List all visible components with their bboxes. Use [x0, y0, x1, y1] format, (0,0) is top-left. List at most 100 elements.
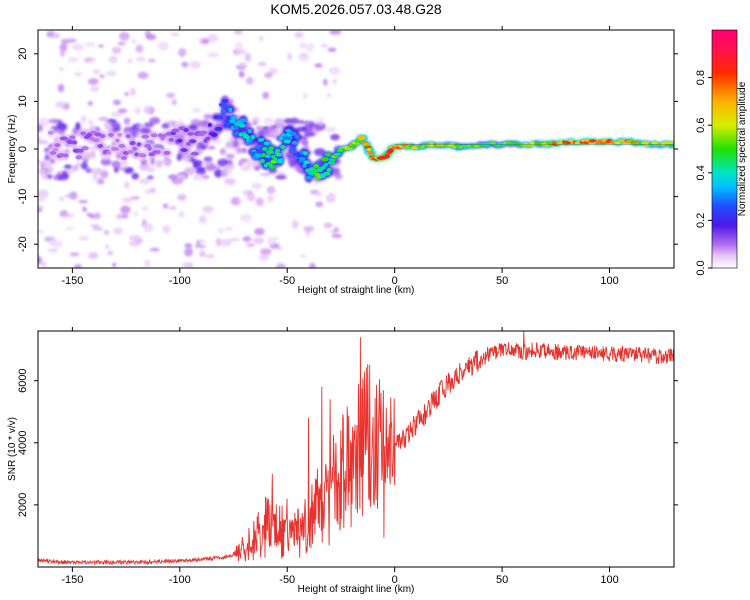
spectrogram-y-ticks: -20 -10 0 10 20	[17, 48, 678, 252]
spectrogram-ridge-point	[294, 134, 300, 139]
spectrogram-noise-blob	[56, 122, 68, 132]
spectrogram-noise-blob	[254, 227, 265, 236]
spectrogram-ridge-point	[420, 145, 425, 149]
spectrogram-ridge-point	[263, 141, 271, 146]
spectrogram-noise-blob	[252, 237, 265, 245]
spectrogram-ridge-point	[221, 99, 229, 104]
spectrogram-noise-blob	[241, 147, 247, 154]
spectrogram-noise-blob	[206, 34, 219, 43]
spectrogram-noise-blob	[103, 230, 110, 235]
snr-x-tick-label: -150	[61, 574, 83, 586]
spectrogram-ridge-point	[262, 147, 268, 152]
spectrogram-ridge-point	[239, 118, 248, 123]
spectrogram-noise-blob	[225, 164, 231, 168]
spectrogram-noise-blob	[78, 235, 90, 241]
spectrogram-noise-blob	[83, 57, 93, 63]
spectrogram-noise-blob	[314, 63, 323, 68]
spectrogram-noise-blob	[303, 131, 316, 137]
snr-x-tick-label: 50	[496, 574, 508, 586]
spectrogram-noise-blob	[88, 119, 94, 126]
spectrogram-ridge-point	[81, 146, 89, 151]
spectrogram-noise-blob	[48, 118, 60, 124]
spectrogram-noise-blob	[198, 215, 207, 224]
snr-y-tick-label: 4000	[17, 431, 29, 455]
spectrogram-noise-blob	[315, 201, 324, 208]
spectrogram-ridge-point	[125, 134, 131, 139]
spectrogram-ridge-point	[225, 115, 231, 120]
spectrogram-ridge-point	[132, 146, 138, 151]
spectrogram-noise-blob	[215, 238, 222, 247]
spectrogram-noise-blob	[72, 43, 84, 51]
spectrogram-noise-blob	[80, 162, 88, 170]
spectrogram-noise-blob	[183, 167, 196, 175]
spectrogram-noise-blob	[219, 148, 227, 156]
spectrogram-noise-blob	[255, 197, 264, 207]
spectrogram-ridge-point	[52, 147, 59, 152]
spectrogram-noise-blob	[74, 71, 82, 77]
spectrogram-ridge-point	[189, 139, 197, 144]
spectrogram-noise-blob	[67, 57, 79, 63]
spectrogram-noise-blob	[80, 115, 86, 124]
snr-frame	[37, 330, 675, 568]
spectrogram-y-tick-label: -10	[17, 189, 29, 205]
spectrogram-noise-blob	[85, 168, 93, 173]
spectrogram-noise-blob	[331, 233, 343, 238]
spectrogram-noise-blob	[236, 147, 242, 154]
spectrogram-noise-blob	[207, 145, 216, 150]
spectrogram-ridge-point	[141, 134, 150, 139]
spectrogram-ridge-point	[185, 141, 191, 146]
spectrogram-noise-blob	[140, 206, 150, 211]
spectrogram-noise-blob	[275, 175, 287, 180]
spectrogram-noise-blob	[233, 145, 238, 155]
spectrogram-ridge-point	[155, 149, 161, 154]
spectrogram-noise-blob	[299, 254, 308, 258]
spectrogram-noise-blob	[130, 196, 141, 200]
spectrogram-noise-blob	[287, 52, 293, 61]
spectrogram-noise-blob	[59, 43, 68, 52]
spectrogram-noise-blob	[118, 31, 130, 41]
spectrogram-ridge-point	[210, 132, 218, 137]
spectrogram-ridge-point	[54, 143, 61, 148]
spectrogram-x-label: Height of straight line (km)	[298, 285, 415, 296]
colorbar: 0.0 0.2 0.4 0.6 0.8 Normalized spectral ampl…	[695, 29, 748, 276]
spectrogram-noise-blob	[238, 62, 247, 68]
spectrogram-ridge-point	[389, 149, 394, 153]
spectrogram-noise-blob	[92, 68, 101, 75]
figure-title: KOM5.2026.057.03.48.G28	[270, 1, 441, 17]
spectrogram-y-tick-label: 10	[17, 95, 29, 107]
spectrogram-ridge-point	[223, 123, 229, 128]
spectrogram-ridge-point	[126, 149, 135, 154]
spectrogram-ridge-point	[97, 143, 104, 148]
spectrogram-ridge-point	[213, 115, 220, 120]
spectrogram-noise-blob	[217, 227, 224, 234]
spectrogram-noise-blob	[205, 254, 216, 259]
spectrogram-ridge-point	[291, 140, 298, 145]
spectrogram-noise-blob	[146, 175, 154, 180]
spectrogram-noise-blob	[100, 158, 112, 166]
snr-y-ticks: 2000 4000 6000	[17, 368, 678, 517]
spectrogram-noise-blob	[60, 38, 71, 45]
spectrogram-ridge-point	[273, 157, 278, 162]
spectrogram-noise-blob	[87, 78, 99, 85]
spectrogram-noise-blob	[252, 116, 260, 123]
spectrogram-noise-blob	[168, 206, 177, 210]
spectrogram-noise-blob	[109, 122, 121, 128]
spectrogram-x-tick-label: -100	[169, 275, 191, 287]
spectrogram-noise-blob	[313, 148, 326, 156]
spectrogram-noise-blob	[62, 172, 70, 180]
spectrogram-noise-blob	[113, 227, 124, 235]
spectrogram-ridge-point	[178, 126, 186, 131]
snr-series-line	[38, 331, 674, 566]
spectrogram-noise-blob	[38, 255, 42, 265]
spectrogram-noise-blob	[75, 161, 81, 169]
spectrogram-noise-blob	[178, 211, 185, 218]
spectrogram-ridge-point	[362, 142, 371, 146]
spectrogram-noise-blob	[167, 174, 179, 180]
spectrogram-ridge-point	[47, 130, 54, 135]
spectrogram-noise-blob	[327, 192, 336, 200]
spectrogram-x-tick-label: 100	[600, 275, 618, 287]
spectrogram-noise-blob	[242, 236, 252, 242]
spectrogram-ridge-point	[334, 152, 341, 156]
spectrogram-noise-blob	[38, 124, 44, 133]
spectrogram-noise-blob	[38, 197, 45, 203]
